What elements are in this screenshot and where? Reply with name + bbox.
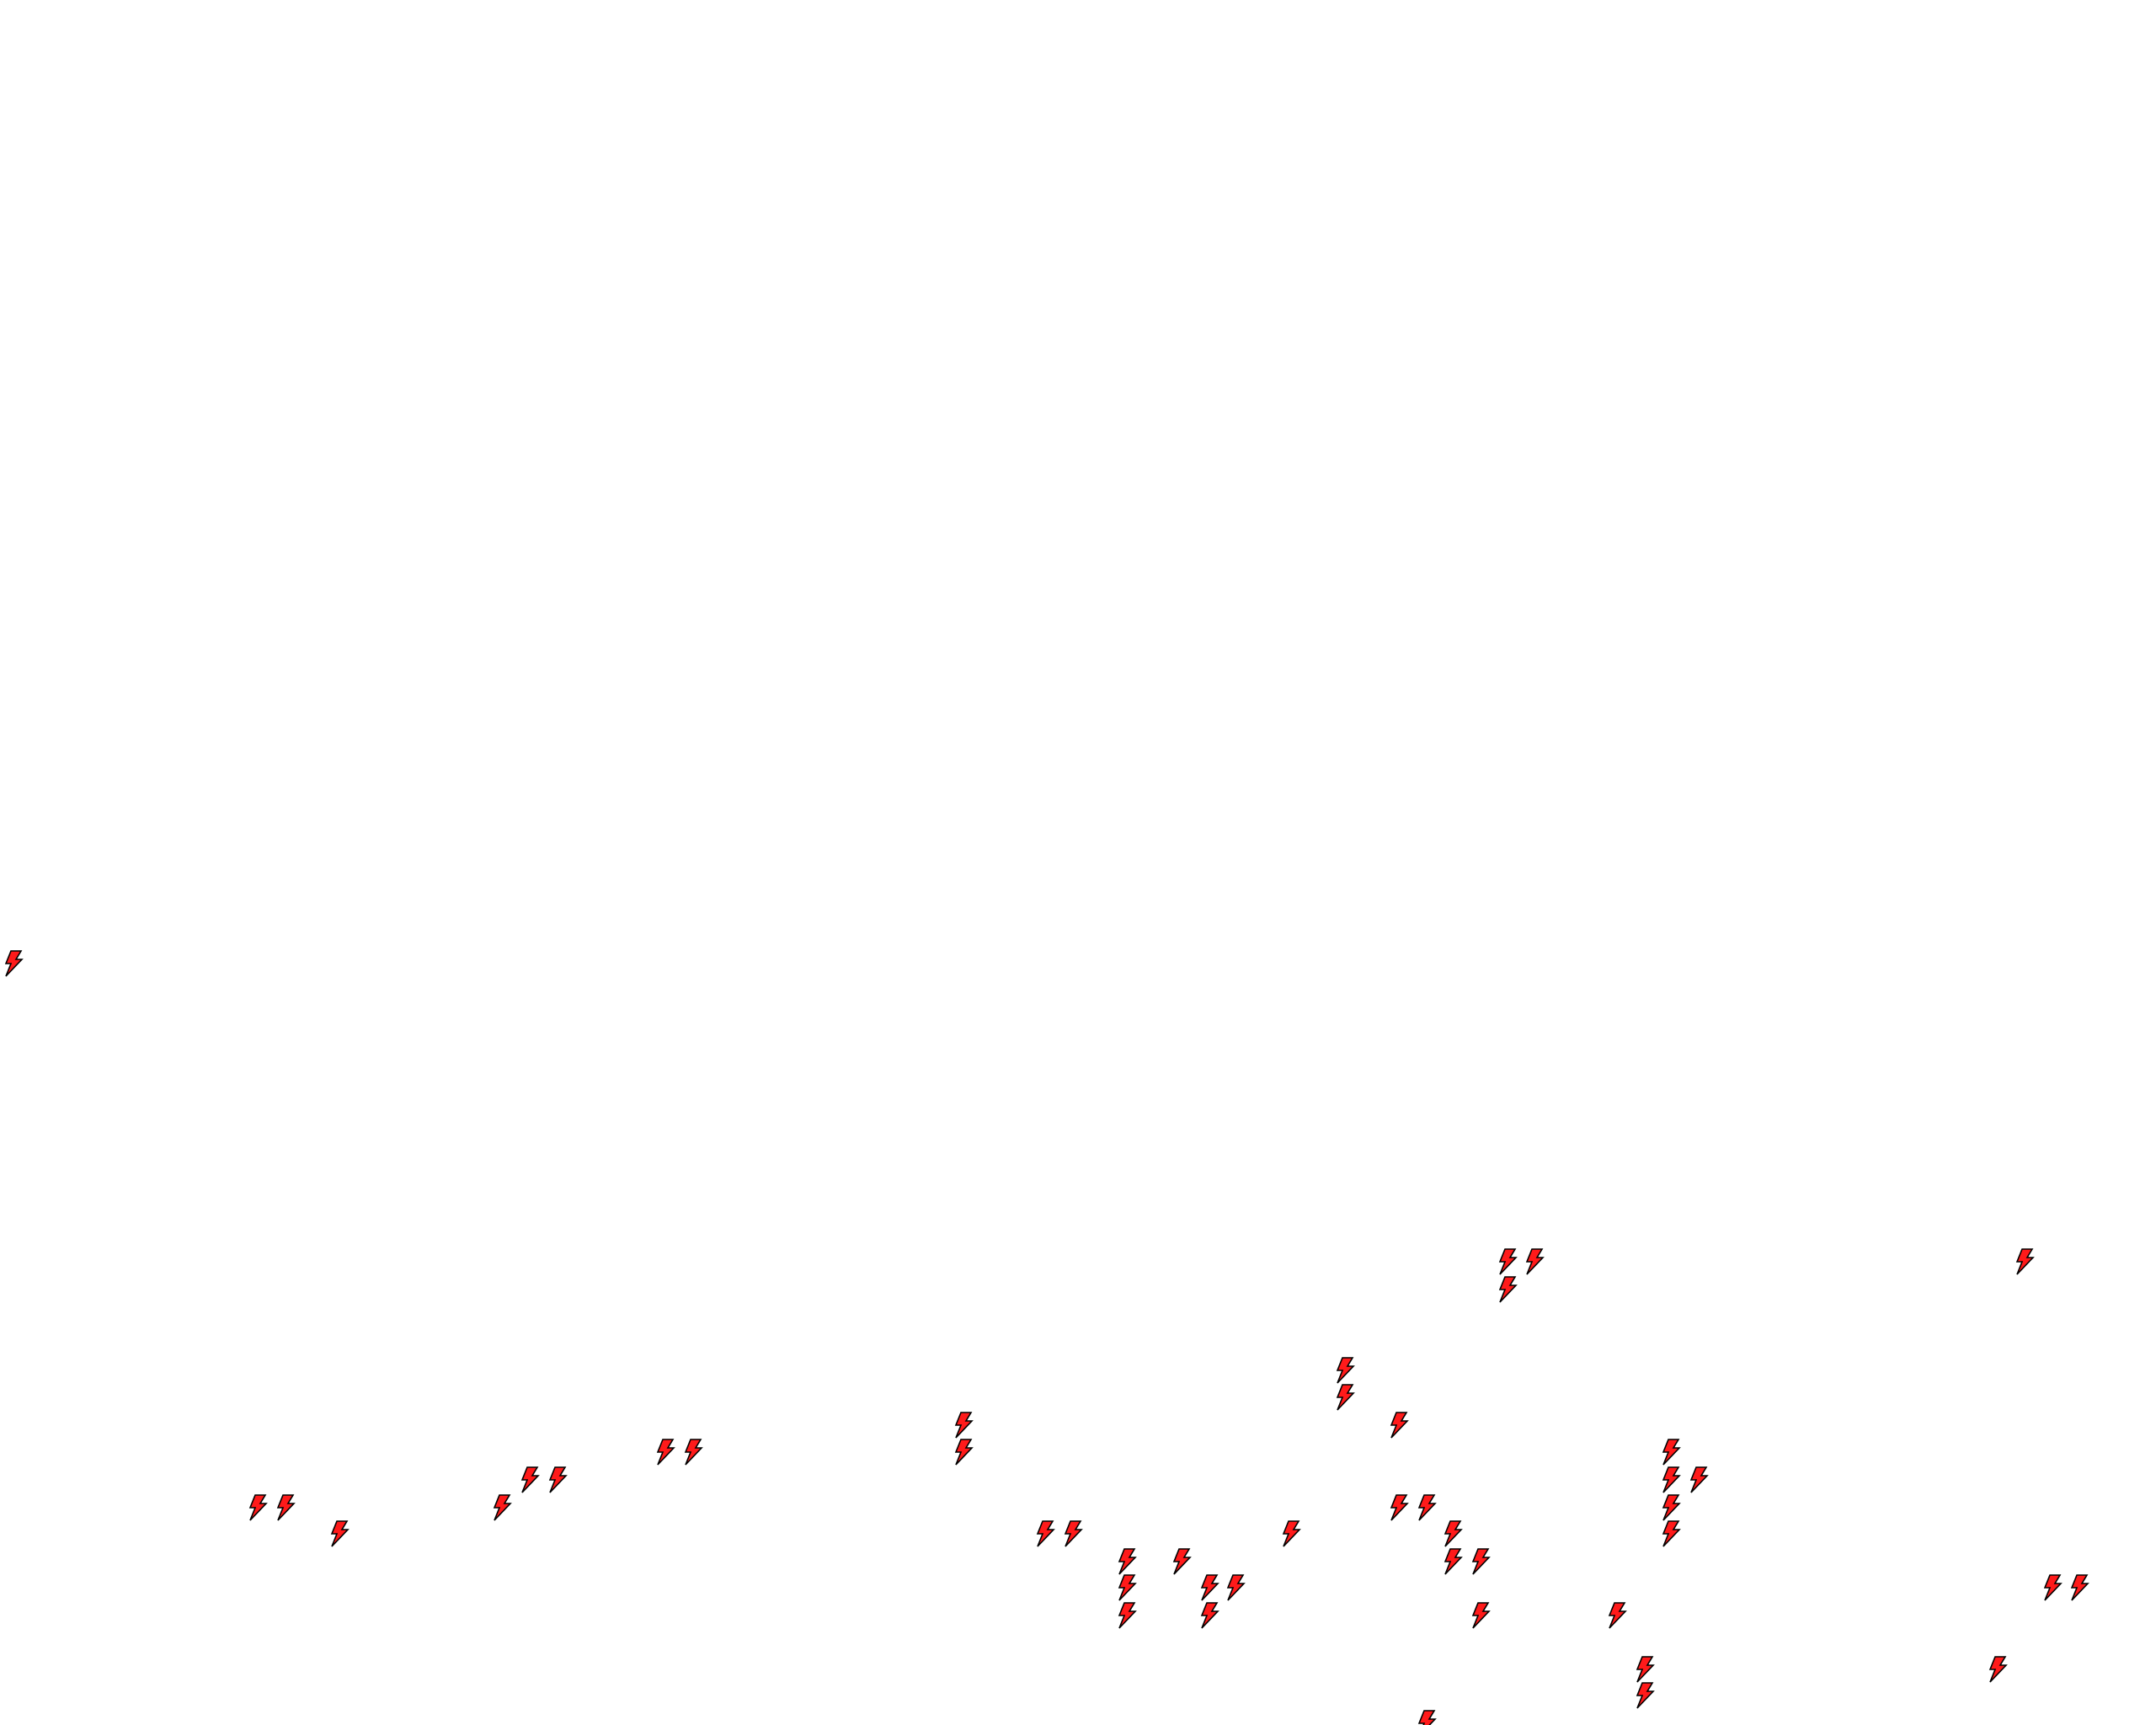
lightning-bolt-icon <box>1444 1547 1464 1575</box>
lightning-marker[interactable] <box>951 1438 976 1466</box>
lightning-bolt-icon <box>1118 1547 1138 1575</box>
lightning-bolt-icon <box>954 1412 974 1439</box>
lightning-bolt-icon <box>684 1438 704 1466</box>
lightning-bolt-icon <box>657 1438 676 1466</box>
lightning-bolt-icon <box>1498 1248 1518 1275</box>
lightning-bolt-icon <box>1390 1493 1409 1521</box>
lightning-bolt-icon <box>1390 1412 1409 1439</box>
lightning-marker[interactable] <box>1414 1710 1439 1725</box>
lightning-marker[interactable] <box>1197 1574 1222 1601</box>
lightning-marker[interactable] <box>1223 1574 1248 1601</box>
lightning-marker[interactable] <box>1658 1466 1684 1493</box>
lightning-bolt-icon <box>1989 1656 2009 1683</box>
lightning-bolt-icon <box>2043 1574 2063 1601</box>
lightning-bolt-icon <box>1172 1547 1192 1575</box>
lightning-marker[interactable] <box>1386 1493 1412 1521</box>
lightning-bolt-icon <box>1608 1602 1627 1629</box>
lightning-bolt-icon <box>1636 1656 1655 1683</box>
lightning-marker[interactable] <box>1985 1656 2010 1683</box>
lightning-marker[interactable] <box>1632 1656 1657 1683</box>
lightning-bolt-icon <box>954 1438 974 1466</box>
lightning-bolt-icon <box>1662 1493 1681 1521</box>
lightning-bolt-icon <box>1689 1466 1709 1493</box>
lightning-bolt-icon <box>1662 1519 1681 1547</box>
lightning-bolt-icon <box>1282 1519 1301 1547</box>
lightning-bolt-icon <box>1662 1438 1681 1466</box>
lightning-bolt-icon <box>1526 1248 1545 1275</box>
lightning-bolt-icon <box>249 1493 269 1521</box>
lightning-bolt-icon <box>1336 1356 1355 1384</box>
lightning-bolt-icon <box>1200 1574 1219 1601</box>
lightning-marker[interactable] <box>680 1438 706 1466</box>
lightning-bolt-icon <box>331 1519 350 1547</box>
lightning-marker[interactable] <box>1658 1493 1684 1521</box>
lightning-marker[interactable] <box>517 1466 542 1493</box>
lightning-marker[interactable] <box>1060 1519 1086 1547</box>
lightning-bolt-icon <box>1417 1710 1437 1725</box>
lightning-marker[interactable] <box>273 1493 298 1521</box>
lightning-bolt-icon <box>520 1466 540 1493</box>
lightning-marker[interactable] <box>1332 1384 1358 1412</box>
lightning-bolt-icon <box>276 1493 296 1521</box>
lightning-bolt-icon <box>5 950 24 977</box>
lightning-bolt-icon <box>1118 1574 1138 1601</box>
lightning-marker[interactable] <box>327 1519 352 1547</box>
lightning-marker[interactable] <box>1114 1547 1139 1575</box>
lightning-marker[interactable] <box>1033 1519 1058 1547</box>
lightning-bolt-icon <box>493 1493 512 1521</box>
lightning-bolt-icon <box>2015 1248 2035 1275</box>
lightning-marker[interactable] <box>1169 1547 1194 1575</box>
lightning-marker[interactable] <box>1495 1276 1520 1303</box>
lightning-marker[interactable] <box>1468 1547 1493 1575</box>
lightning-bolt-icon <box>548 1466 568 1493</box>
lightning-bolt-icon <box>1636 1682 1655 1709</box>
lightning-marker[interactable] <box>1522 1248 1547 1275</box>
lightning-bolt-icon <box>1336 1384 1355 1412</box>
lightning-marker[interactable] <box>1495 1248 1520 1275</box>
lightning-bolt-icon <box>1200 1602 1219 1629</box>
lightning-bolt-icon <box>1065 1519 1084 1547</box>
lightning-marker[interactable] <box>1278 1519 1304 1547</box>
lightning-marker[interactable] <box>2012 1248 2037 1275</box>
lightning-marker[interactable] <box>545 1466 570 1493</box>
lightning-marker[interactable] <box>1686 1466 1711 1493</box>
lightning-marker[interactable] <box>1658 1519 1684 1547</box>
lightning-bolt-icon <box>1444 1519 1464 1547</box>
lightning-marker[interactable] <box>653 1438 678 1466</box>
lightning-bolt-icon <box>1498 1276 1518 1303</box>
lightning-marker[interactable] <box>1114 1574 1139 1601</box>
lightning-marker[interactable] <box>245 1493 270 1521</box>
lightning-marker[interactable] <box>1604 1602 1630 1629</box>
lightning-marker[interactable] <box>1197 1602 1222 1629</box>
lightning-marker[interactable] <box>1114 1602 1139 1629</box>
lightning-marker[interactable] <box>951 1412 976 1439</box>
lightning-marker[interactable] <box>1440 1547 1465 1575</box>
lightning-marker[interactable] <box>1658 1438 1684 1466</box>
lightning-marker[interactable] <box>2040 1574 2065 1601</box>
lightning-bolt-icon <box>1472 1602 1492 1629</box>
lightning-bolt-icon <box>2071 1574 2090 1601</box>
lightning-marker[interactable] <box>2067 1574 2092 1601</box>
lightning-bolt-icon <box>1662 1466 1681 1493</box>
lightning-marker[interactable] <box>489 1493 515 1521</box>
lightning-marker[interactable] <box>1468 1602 1493 1629</box>
lightning-marker[interactable] <box>1440 1519 1465 1547</box>
lightning-bolt-icon <box>1417 1493 1437 1521</box>
lightning-bolt-icon <box>1226 1574 1246 1601</box>
lightning-marker[interactable] <box>1632 1682 1657 1709</box>
lightning-marker[interactable] <box>1386 1412 1412 1439</box>
lightning-marker[interactable] <box>1414 1493 1439 1521</box>
lightning-bolt-icon <box>1037 1519 1056 1547</box>
lightning-marker[interactable] <box>1332 1356 1358 1384</box>
lightning-bolt-icon <box>1472 1547 1492 1575</box>
lightning-bolt-icon <box>1118 1602 1138 1629</box>
lightning-marker[interactable] <box>1 950 26 977</box>
